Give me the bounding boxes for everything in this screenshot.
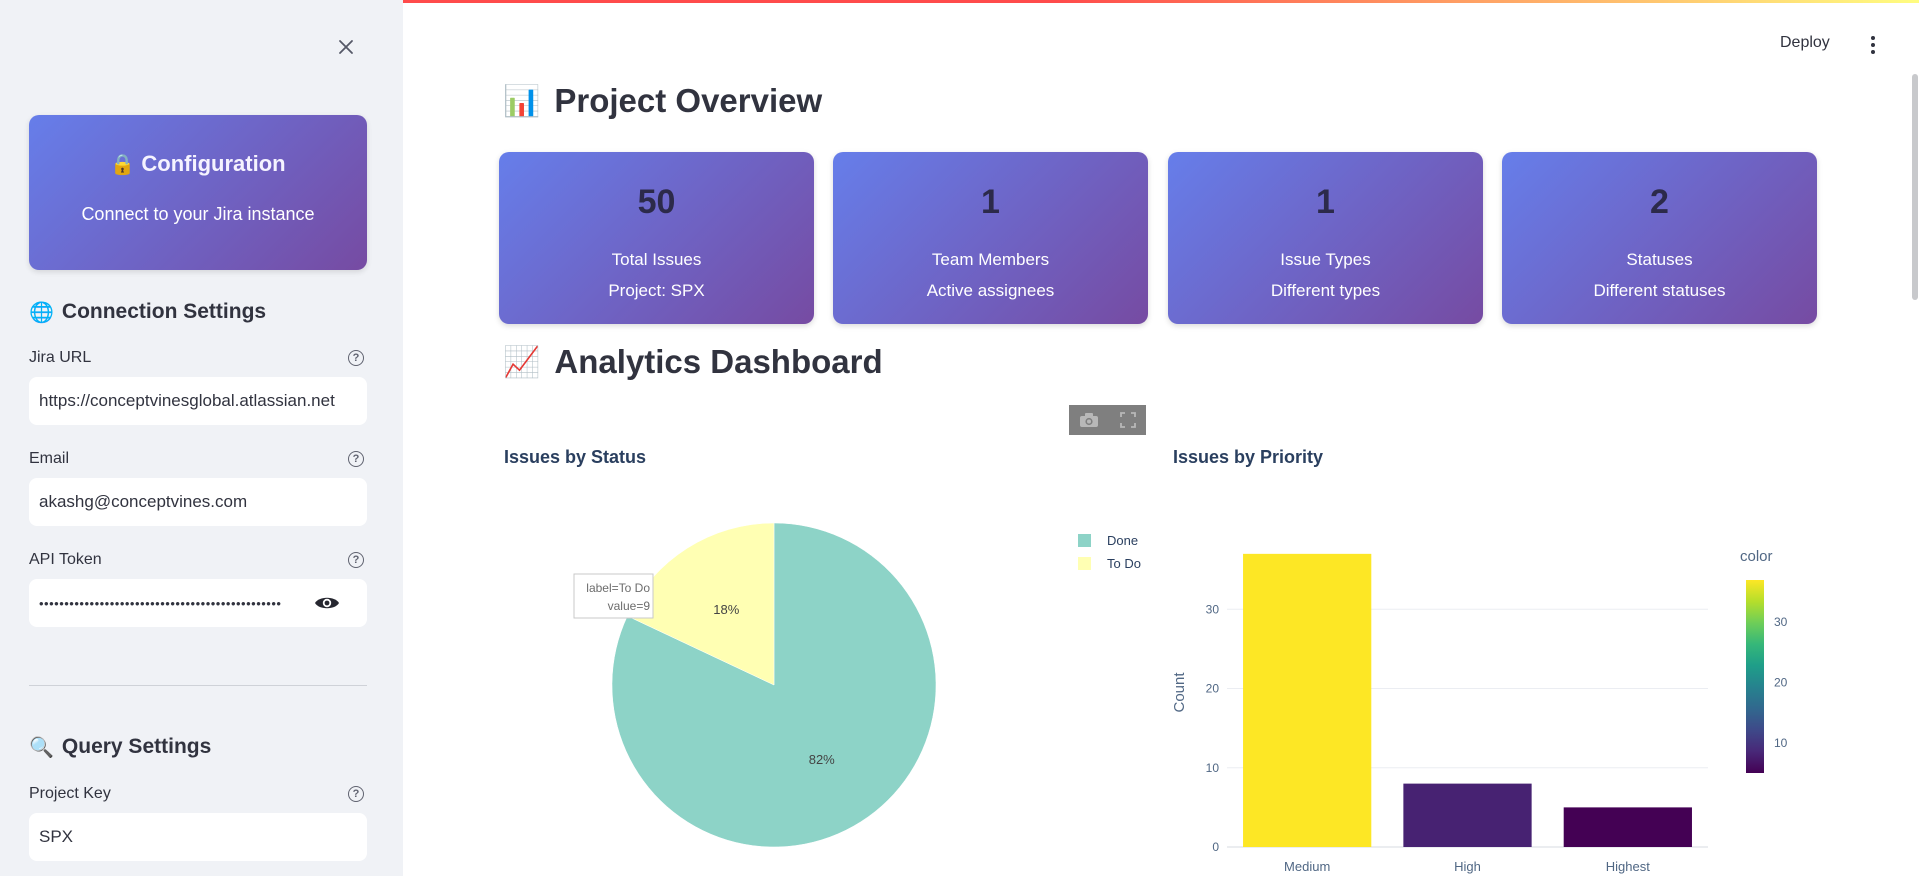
chart-increasing-icon: 📈 (503, 344, 541, 380)
api-token-input[interactable]: ••••••••••••••••••••••••••••••••••••••••… (29, 579, 367, 627)
metric-value: 1 (981, 183, 1000, 221)
configuration-card: 🔒 Configuration Connect to your Jira ins… (29, 115, 367, 270)
api-token-label: API Token (29, 551, 102, 568)
scrollbar[interactable] (1912, 74, 1918, 300)
y-tick-label: 10 (1206, 761, 1220, 775)
metric-label: Issue Types (1280, 250, 1371, 269)
deploy-button[interactable]: Deploy (1780, 34, 1830, 51)
y-tick-label: 20 (1206, 682, 1220, 696)
email-input[interactable]: akashg@conceptvines.com (29, 478, 367, 526)
top-decoration-bar (0, 0, 1919, 3)
query-settings-heading: 🔍 Query Settings (29, 735, 212, 759)
metric-value: 1 (1316, 183, 1335, 221)
metric-subtext: Project: SPX (608, 281, 705, 300)
metric-label: Total Issues (611, 250, 702, 269)
metric-value: 50 (637, 183, 676, 221)
issues-by-status-title: Issues by Status (504, 447, 647, 467)
colorbar (1746, 580, 1764, 773)
colorbar-title: color (1740, 548, 1773, 565)
configuration-title: 🔒 Configuration (110, 151, 286, 176)
analytics-dashboard-heading: 📈 Analytics Dashboard (503, 343, 883, 380)
magnifier-icon: 🔍 (29, 735, 54, 759)
close-sidebar-button[interactable] (333, 34, 359, 60)
priority-bar-chart: 0 10 20 30 Count Medium High Highest color 10 20 3… (1171, 548, 1788, 874)
bar-high[interactable] (1403, 783, 1532, 847)
y-tick-label: 0 (1212, 840, 1219, 854)
metric-label: Statuses (1626, 250, 1693, 269)
help-icon[interactable]: ? (348, 451, 364, 467)
help-icon[interactable]: ? (348, 786, 364, 802)
fullscreen-icon[interactable] (1119, 412, 1136, 428)
colorbar-tick-label: 10 (1774, 736, 1788, 750)
legend-swatch[interactable] (1078, 534, 1091, 547)
project-overview-heading: 📊 Project Overview (503, 82, 823, 119)
help-icon[interactable]: ? (348, 552, 364, 568)
metric-subtext: Different statuses (1593, 281, 1726, 300)
project-key-input[interactable]: SPX (29, 813, 367, 861)
metric-card-issue-types: 1 Issue Types Different types (1168, 152, 1483, 324)
x-tick-label: High (1454, 859, 1481, 874)
globe-icon: 🌐 (29, 300, 54, 324)
connection-settings-heading: 🌐 Connection Settings (29, 300, 267, 324)
y-tick-label: 30 (1206, 602, 1220, 616)
hover-label-line: label=To Do (586, 581, 650, 595)
close-icon (339, 40, 353, 54)
pie-percent-label: 82% (809, 752, 835, 767)
main-menu-kebab-icon[interactable] (1868, 34, 1878, 56)
pie-percent-label: 18% (713, 602, 739, 617)
y-axis-label: Count (1171, 672, 1188, 713)
metric-subtext: Active assignees (926, 281, 1055, 300)
jira-url-input[interactable]: https://conceptvinesglobal.atlassian.net (29, 377, 367, 425)
colorbar-tick-label: 20 (1774, 676, 1788, 690)
bar-medium[interactable] (1243, 553, 1372, 847)
metric-label: Team Members (931, 250, 1050, 269)
hover-tooltip (573, 573, 654, 619)
jira-url-label: Jira URL (29, 349, 92, 366)
metric-value: 2 (1650, 183, 1669, 221)
help-icon[interactable]: ? (348, 350, 364, 366)
legend-swatch[interactable] (1078, 557, 1091, 570)
chart-modebar (1069, 405, 1146, 435)
configuration-subtitle: Connect to your Jira instance (81, 204, 315, 224)
sidebar: 🔒 Configuration Connect to your Jira ins… (0, 0, 403, 876)
legend-label[interactable]: To Do (1107, 556, 1141, 571)
metric-card-statuses: 2 Statuses Different statuses (1502, 152, 1817, 324)
email-label: Email (29, 450, 70, 467)
hover-value-line: value=9 (608, 599, 651, 613)
metric-card-total-issues: 50 Total Issues Project: SPX (499, 152, 814, 324)
camera-icon[interactable] (1079, 412, 1099, 428)
x-tick-label: Highest (1606, 859, 1650, 874)
bar-chart-icon: 📊 (503, 83, 541, 119)
issues-by-priority-title: Issues by Priority (1173, 447, 1324, 467)
sidebar-divider (29, 685, 367, 686)
api-token-masked-value: ••••••••••••••••••••••••••••••••••••••••… (39, 595, 282, 611)
colorbar-tick-label: 30 (1774, 615, 1788, 629)
lock-icon: 🔒 (110, 152, 136, 176)
bar-highest[interactable] (1563, 807, 1692, 847)
project-key-label: Project Key (29, 785, 111, 802)
status-pie-chart: 82% 18% Done To Do label=To Do value=9 (573, 522, 1141, 848)
metric-card-team-members: 1 Team Members Active assignees (833, 152, 1148, 324)
x-tick-label: Medium (1284, 859, 1330, 874)
metric-subtext: Different types (1270, 281, 1381, 300)
legend-label[interactable]: Done (1107, 533, 1138, 548)
show-password-eye-icon[interactable] (314, 594, 340, 612)
